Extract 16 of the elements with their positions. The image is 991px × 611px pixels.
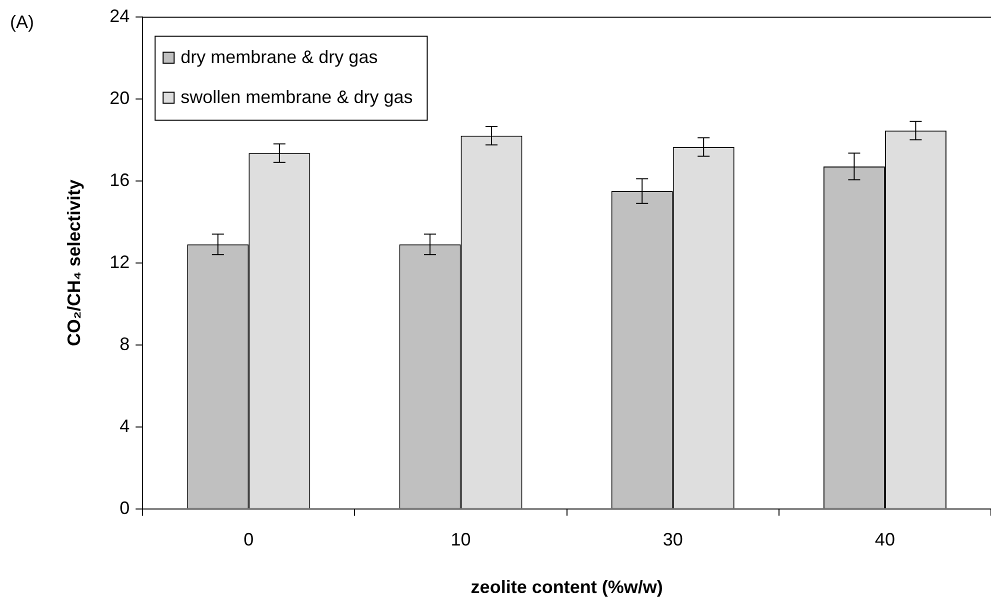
x-tick-label: 40 xyxy=(874,530,895,550)
text: (A) xyxy=(10,12,34,32)
x-tick-label: 10 xyxy=(450,530,471,550)
y-tick-label: 4 xyxy=(120,416,130,436)
legend-label: swollen membrane & dry gas xyxy=(180,86,413,107)
y-tick-label: 24 xyxy=(110,6,130,26)
y-tick-label: 8 xyxy=(120,334,130,354)
y-tick-label: 20 xyxy=(110,88,130,108)
x-tick-label: 30 xyxy=(662,530,683,550)
y-tick-label: 12 xyxy=(110,252,130,272)
y-axis-title: CO₂/CH₄ selectivity xyxy=(64,179,84,346)
x-axis-title: zeolite content (%w/w) xyxy=(470,577,663,598)
x-tick-label: 0 xyxy=(244,530,254,550)
legend-label: dry membrane & dry gas xyxy=(180,46,378,67)
y-tick-label: 0 xyxy=(120,498,130,518)
y-tick-label: 16 xyxy=(110,170,130,190)
